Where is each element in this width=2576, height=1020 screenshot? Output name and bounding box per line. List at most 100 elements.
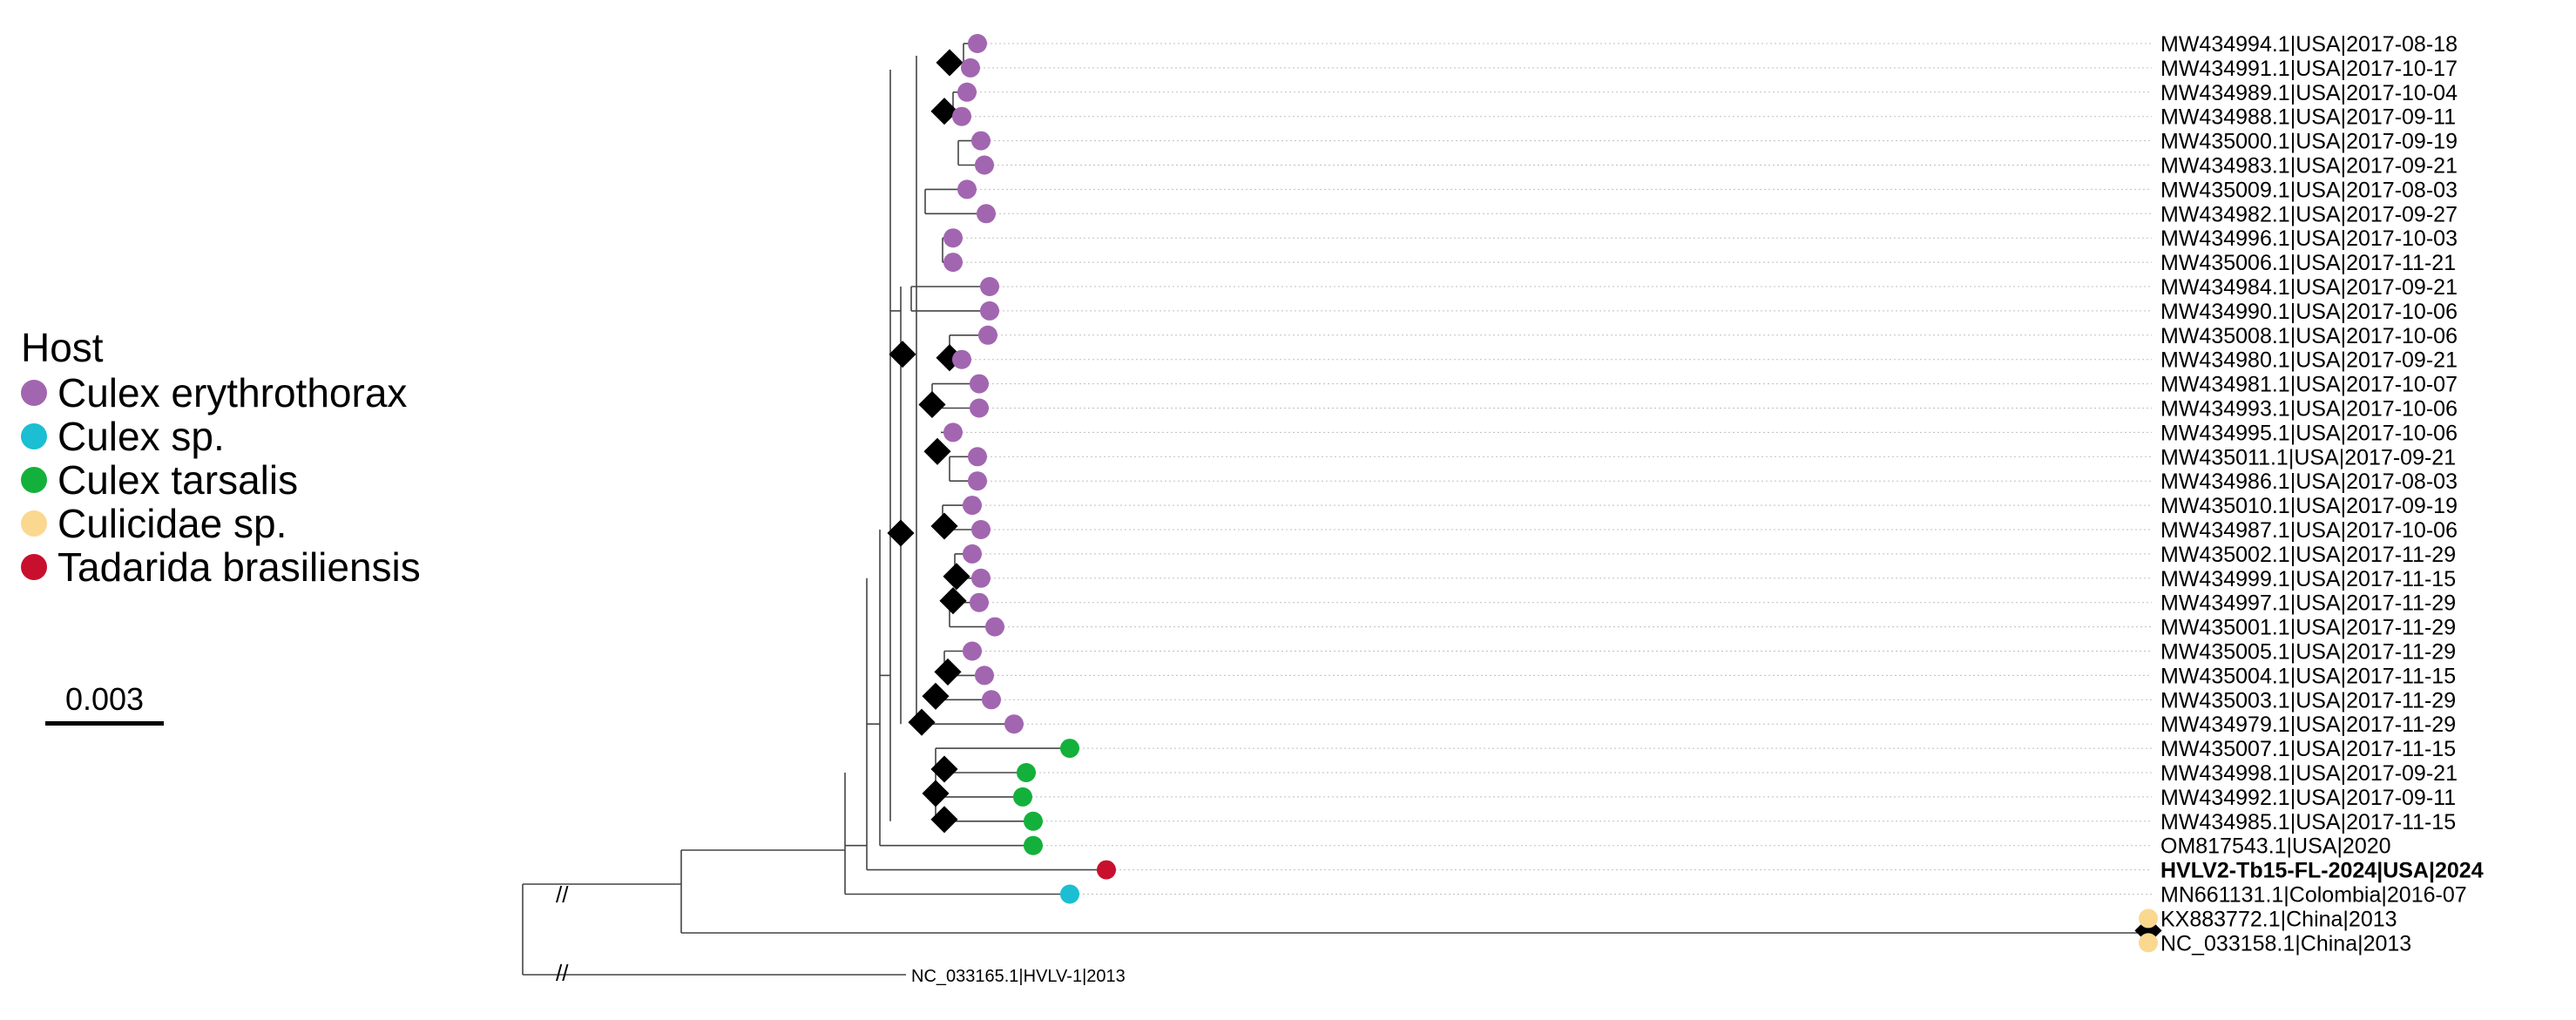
host-dot-icon [975,155,994,175]
host-dot-icon [963,641,982,661]
legend-label: Tadarida brasiliensis [57,544,421,590]
scale-bar-line [45,721,164,726]
host-dot-icon [1013,787,1032,807]
support-diamond-icon [930,755,958,783]
tip-label: MW435007.1|USA|2017-11-15 [2160,737,2456,761]
host-dot-icon [980,301,999,321]
support-diamond-icon [943,563,970,591]
tip-label: MW434986.1|USA|2017-08-03 [2160,469,2458,494]
host-dot-icon [957,82,977,102]
support-diamond-icon [918,390,946,419]
host-dot-icon [971,131,991,151]
host-dot-icon [1017,763,1036,782]
legend-swatch-icon [21,380,47,406]
legend-label: Culex tarsalis [57,457,299,503]
branch-break-icon: // [556,882,569,908]
host-dot-icon [1060,739,1079,759]
host-dot-icon [963,544,982,564]
support-diamond-icon [922,780,950,807]
legend-item: Culex tarsalis [21,457,421,503]
host-dot-icon [975,665,994,686]
legend-title: Host [21,325,104,370]
tip-label: NC_033158.1|China|2013 [2160,931,2411,956]
outgroup-label: NC_033165.1|HVLV-1|2013 [911,967,1126,986]
tip-label: MW434982.1|USA|2017-09-27 [2160,202,2458,226]
tip-label: MW435009.1|USA|2017-08-03 [2160,178,2458,202]
host-dot-icon [1060,884,1079,904]
tip-label: MW434995.1|USA|2017-10-06 [2160,421,2458,445]
tip-label: HVLV2-Tb15-FL-2024|USA|2024 [2160,859,2484,883]
host-dot-icon [957,179,977,199]
tip-label: MW435004.1|USA|2017-11-15 [2160,664,2456,688]
tip-label: MW434990.1|USA|2017-10-06 [2160,300,2458,324]
tip-label: OM817543.1|USA|2020 [2160,834,2391,859]
support-diamond-icon [930,806,958,834]
host-dot-icon [963,496,982,516]
tip-label: MW434987.1|USA|2017-10-06 [2160,518,2458,543]
host-dot-icon [952,106,971,126]
tip-label: MW434979.1|USA|2017-11-29 [2160,713,2456,737]
host-dot-icon [971,520,991,539]
support-diamond-icon [908,708,936,736]
tip-label: MN661131.1|Colombia|2016-07 [2160,883,2467,908]
legend-item: Culex erythrothorax [21,370,421,415]
legend-swatch-icon [21,467,47,493]
host-dot-icon [952,349,971,369]
tip-label: MW434988.1|USA|2017-09-11 [2160,105,2456,130]
host-dot-icon [977,204,996,224]
host-dot-icon [982,690,1001,710]
support-diamond-icon [930,512,958,540]
host-dot-icon [943,228,963,248]
host-dot-icon [1024,811,1043,831]
tip-label: MW434993.1|USA|2017-10-06 [2160,397,2458,422]
legend-swatch-icon [21,423,47,449]
host-dot-icon [971,568,991,588]
support-diamond-icon [889,341,916,368]
host-dot-icon [970,592,989,612]
host-legend: Host Culex erythrothorax Culex sp. Culex t… [21,324,421,590]
host-dot-icon [970,398,989,418]
host-dot-icon [1004,714,1024,734]
support-diamond-icon [934,658,962,686]
host-dot-icon [961,57,980,78]
tip-label: MW435000.1|USA|2017-09-19 [2160,130,2458,154]
support-diamond-icon [922,682,950,710]
tip-label: MW435005.1|USA|2017-11-29 [2160,640,2456,665]
tip-label: MW434997.1|USA|2017-11-29 [2160,591,2456,616]
legend-item: Culicidae sp. [21,501,421,546]
tip-label: MW434981.1|USA|2017-10-07 [2160,373,2458,397]
tip-label: MW434992.1|USA|2017-09-11 [2160,786,2456,810]
host-dot-icon [968,34,987,53]
scale-bar-label: 0.003 [64,681,145,717]
host-dot-icon [943,422,963,442]
scale-bar: 0.003 [45,681,164,726]
legend-label: Culex erythrothorax [57,370,408,415]
legend-swatch-icon [21,510,47,537]
tip-label: MW434994.1|USA|2017-08-18 [2160,32,2458,57]
tip-label: MW435003.1|USA|2017-11-29 [2160,688,2456,713]
support-diamond-icon [936,49,963,77]
tip-label: MW434991.1|USA|2017-10-17 [2160,57,2458,81]
tip-label: MW435008.1|USA|2017-10-06 [2160,324,2458,348]
tip-label: MW435002.1|USA|2017-11-29 [2160,543,2456,567]
support-diamond-icon [939,587,967,615]
tip-label: MW435001.1|USA|2017-11-29 [2160,616,2456,640]
legend-label: Culicidae sp. [57,501,287,546]
host-dot-icon [968,471,987,491]
tip-label: MW435011.1|USA|2017-09-21 [2160,445,2456,469]
host-dot-icon [968,447,987,467]
host-dot-icon [2139,909,2158,929]
host-dot-icon [980,277,999,296]
tip-label: MW434996.1|USA|2017-10-03 [2160,226,2458,251]
legend-swatch-icon [21,554,47,580]
host-dot-icon [2139,933,2158,953]
host-dot-icon [985,617,1004,637]
host-dot-icon [1097,860,1116,880]
tip-label: MW434983.1|USA|2017-09-21 [2160,154,2458,179]
tip-label: MW434980.1|USA|2017-09-21 [2160,348,2458,373]
legend-item: Culex sp. [21,414,421,459]
tip-label: MW435010.1|USA|2017-09-19 [2160,494,2458,518]
tip-label: KX883772.1|China|2013 [2160,907,2397,931]
support-diamond-icon [887,519,915,547]
